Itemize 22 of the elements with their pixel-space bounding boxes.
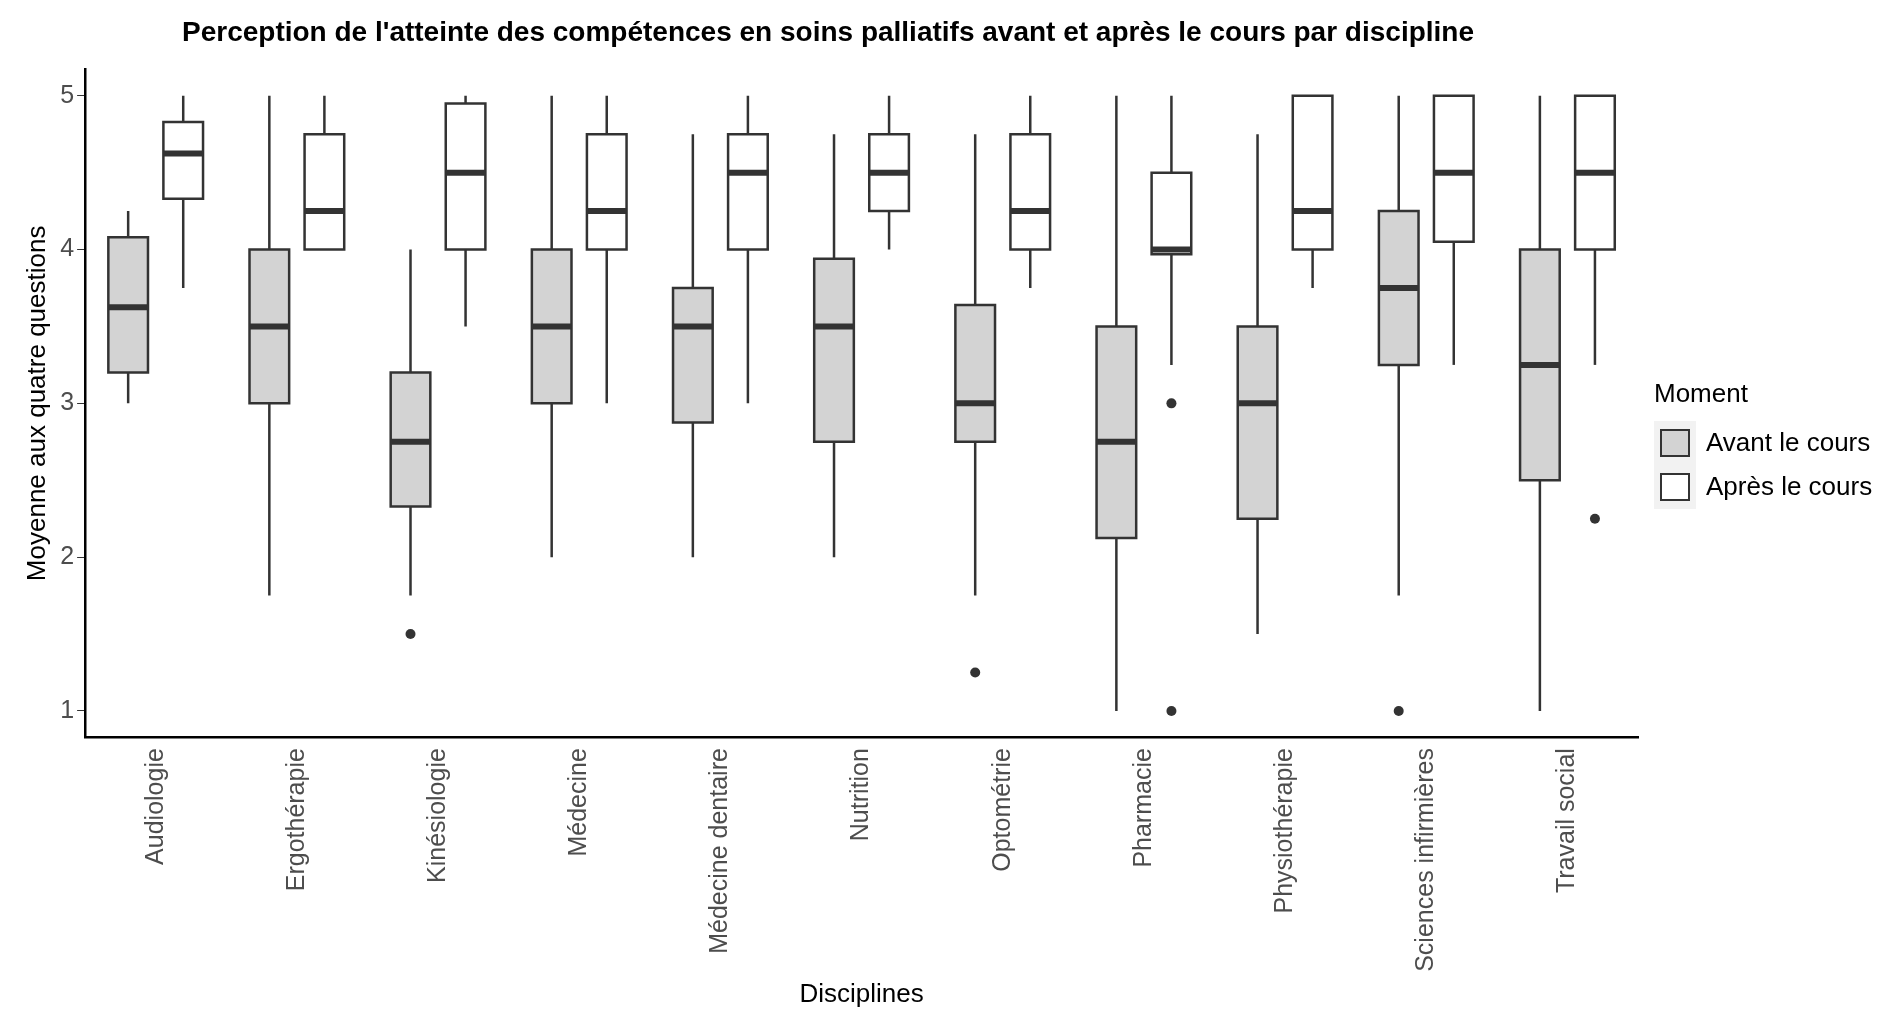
chart-title: Perception de l'atteinte des compétences en soins palliatifs avant et après le cours par discipline	[182, 15, 1474, 47]
x-tick-label: Ergothérapie	[280, 748, 309, 892]
y-tick-label: 3	[60, 387, 75, 416]
x-tick-label: Médecine dentaire	[704, 748, 733, 954]
x-tick-label: Médecine	[563, 748, 592, 857]
y-tick-label: 4	[60, 233, 75, 262]
legend-label: Avant le cours	[1706, 427, 1871, 458]
x-tick-label: Sciences infirmières	[1410, 748, 1439, 972]
y-axis-title: Moyenne aux quatre questions	[20, 225, 51, 582]
legend-label: Après le cours	[1706, 471, 1873, 502]
y-tick-label: 2	[60, 541, 75, 570]
x-tick-label: Pharmacie	[1127, 748, 1156, 868]
x-tick-label: Physiothérapie	[1268, 748, 1297, 914]
x-tick-label: Optométrie	[986, 748, 1015, 872]
y-tick-label: 5	[60, 79, 75, 108]
x-axis-title: Disciplines	[799, 977, 924, 1008]
x-tick-label: Travail social	[1551, 748, 1580, 894]
x-tick-label: Audiologie	[139, 748, 168, 865]
x-tick-label: Kinésiologie	[421, 748, 450, 883]
legend-title: Moment	[1654, 377, 1749, 409]
y-tick-label: 1	[60, 694, 75, 723]
x-tick-label: Nutrition	[845, 748, 874, 842]
